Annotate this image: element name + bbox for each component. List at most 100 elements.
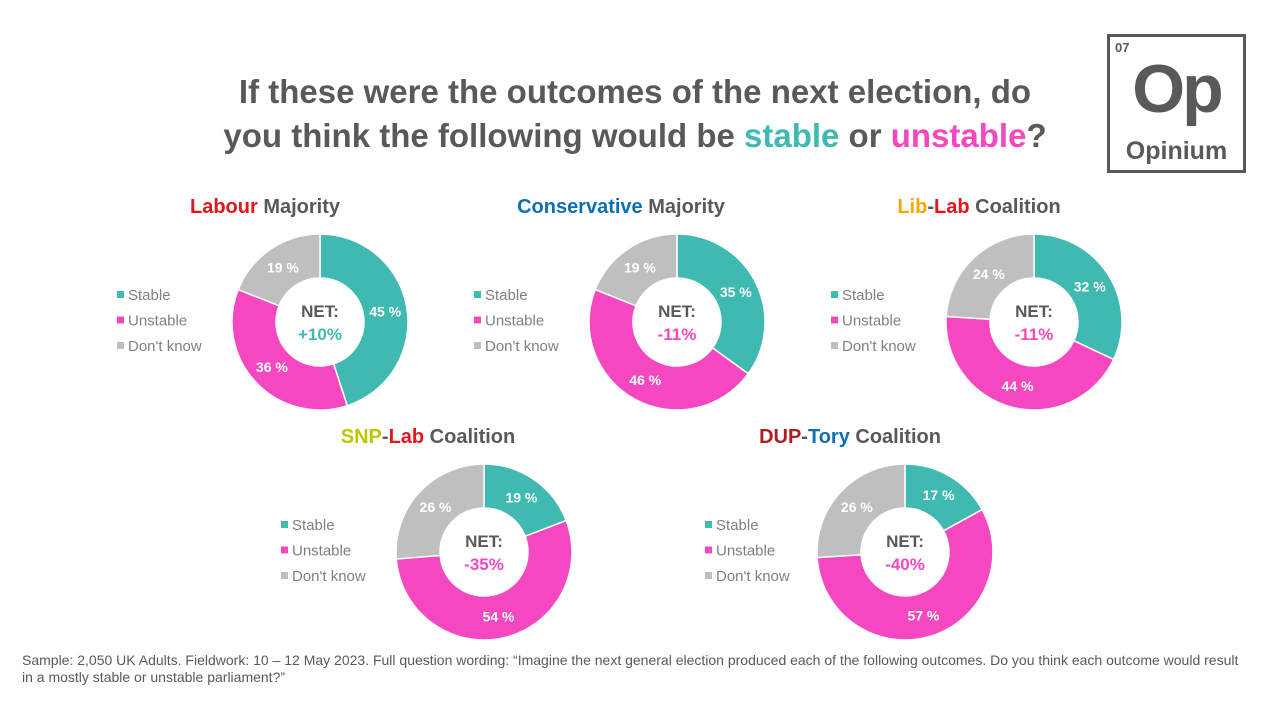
legend-swatch xyxy=(831,291,838,298)
donut-segment-stable xyxy=(319,233,409,407)
net-value: -40% xyxy=(885,555,925,574)
title-line-2-start: you think the following would be xyxy=(223,117,745,154)
legend-label: Don't know xyxy=(128,338,202,355)
legend-swatch xyxy=(474,342,481,349)
logo-symbol: Op xyxy=(1132,51,1223,127)
chart-title-part: - xyxy=(382,426,389,448)
chart-title-part: - xyxy=(927,196,934,218)
legend-swatch xyxy=(281,521,288,528)
donut-segment-stable xyxy=(1033,233,1123,361)
legend-swatch xyxy=(117,342,124,349)
chart-title-part: Majority xyxy=(258,196,341,218)
data-label: 54 % xyxy=(483,608,515,624)
chart-title: If these were the outcomes of the next e… xyxy=(140,70,1130,158)
title-end: ? xyxy=(1026,117,1047,154)
donut-segment-unstable xyxy=(588,288,750,411)
chart-title-part: Lib xyxy=(897,196,927,218)
legend-swatch xyxy=(117,291,124,298)
donut-chart-5: DUP-Tory Coalition 17 % 57 % 26 % NET: -40% St… xyxy=(705,426,994,641)
legend-swatch xyxy=(474,291,481,298)
chart-title-part: Coalition xyxy=(970,196,1061,218)
legend-swatch xyxy=(474,316,481,324)
data-label: 44 % xyxy=(1002,378,1034,394)
donut-chart-2: Conservative Majority 35 % 46 % 19 % NET: -11… xyxy=(474,196,766,411)
legend-label: Don't know xyxy=(292,568,366,585)
legend-label: Don't know xyxy=(842,338,916,355)
legend-swatch xyxy=(705,546,712,554)
donut-segment-stable xyxy=(676,233,766,375)
legend-swatch xyxy=(281,546,288,554)
legend-label: Don't know xyxy=(716,568,790,585)
donut-segment-don-t-know xyxy=(945,233,1035,321)
legend-label: Unstable xyxy=(128,313,187,330)
data-label: 35 % xyxy=(720,284,752,300)
donut-chart-4: SNP-Lab Coalition 19 % 54 % 26 % NET: -35% Sta… xyxy=(281,426,573,641)
title-line-1: If these were the outcomes of the next e… xyxy=(238,73,1032,110)
legend-label: Unstable xyxy=(485,313,544,330)
legend-label: Unstable xyxy=(292,543,351,560)
net-label: NET: xyxy=(301,302,339,321)
net-value: -11% xyxy=(658,325,697,344)
data-label: 46 % xyxy=(629,372,661,388)
donut-segment-unstable xyxy=(231,288,349,411)
legend-swatch xyxy=(281,572,288,579)
legend-label: Unstable xyxy=(716,543,775,560)
chart-title-part: SNP xyxy=(341,426,382,448)
title-unstable-word: unstable xyxy=(890,117,1027,154)
net-value: -35% xyxy=(464,555,504,574)
donut-segment-don-t-know xyxy=(816,463,906,559)
chart-title-part: - xyxy=(801,426,808,448)
legend-swatch xyxy=(831,342,838,349)
chart-title-part: Lab xyxy=(934,196,970,218)
legend-label: Stable xyxy=(128,287,171,304)
donut-segment-unstable xyxy=(945,315,1115,411)
opinium-logo: 07 Op Opinium xyxy=(1107,34,1246,173)
legend-label: Unstable xyxy=(842,313,901,330)
net-label: NET: xyxy=(886,532,924,551)
legend-label: Stable xyxy=(716,517,759,534)
chart-title-part: Tory xyxy=(808,426,851,448)
data-label: 57 % xyxy=(907,607,939,623)
legend-label: Stable xyxy=(292,517,335,534)
net-value: -11% xyxy=(1015,325,1054,344)
net-value: +10% xyxy=(298,325,342,344)
net-label: NET: xyxy=(465,532,503,551)
data-label: 36 % xyxy=(256,359,288,375)
chart-title-part: Labour xyxy=(190,196,258,218)
chart-title-4: SNP-Lab Coalition xyxy=(341,426,515,448)
data-label: 19 % xyxy=(267,259,299,275)
chart-title-3: Lib-Lab Coalition xyxy=(897,196,1060,218)
legend-swatch xyxy=(831,316,838,324)
donut-segment-don-t-know xyxy=(594,233,678,307)
data-label: 17 % xyxy=(923,487,955,503)
legend-label: Stable xyxy=(485,287,528,304)
donut-segment-don-t-know xyxy=(237,233,321,307)
chart-title-part: Coalition xyxy=(850,426,941,448)
data-label: 19 % xyxy=(505,490,537,506)
title-or-word: or xyxy=(839,117,891,154)
chart-title-part: Coalition xyxy=(424,426,515,448)
logo-name: Opinium xyxy=(1125,137,1228,165)
chart-title-1: Labour Majority xyxy=(190,196,341,218)
chart-title-part: Conservative xyxy=(517,196,643,218)
donut-segment-unstable xyxy=(395,519,573,641)
chart-title-5: DUP-Tory Coalition xyxy=(759,426,941,448)
data-label: 45 % xyxy=(369,304,401,320)
data-label: 32 % xyxy=(1074,279,1106,295)
data-label: 24 % xyxy=(973,266,1005,282)
legend-swatch xyxy=(705,572,712,579)
donut-chart-1: Labour Majority 45 % 36 % 19 % NET: +10% Stabl… xyxy=(117,196,409,411)
legend-swatch xyxy=(117,316,124,324)
title-stable-word: stable xyxy=(744,117,840,154)
chart-title-part: Lab xyxy=(389,426,425,448)
legend-swatch xyxy=(705,521,712,528)
chart-title-2: Conservative Majority xyxy=(517,196,726,218)
donut-charts: Labour Majority 45 % 36 % 19 % NET: +10% Stabl… xyxy=(117,196,1123,641)
legend-label: Don't know xyxy=(485,338,559,355)
data-label: 26 % xyxy=(841,499,873,515)
chart-title-part: Majority xyxy=(643,196,726,218)
logo-number: 07 xyxy=(1115,40,1130,55)
footnote: Sample: 2,050 UK Adults. Fieldwork: 10 –… xyxy=(22,652,1239,685)
chart-title-part: DUP xyxy=(759,426,801,448)
data-label: 26 % xyxy=(420,499,452,515)
